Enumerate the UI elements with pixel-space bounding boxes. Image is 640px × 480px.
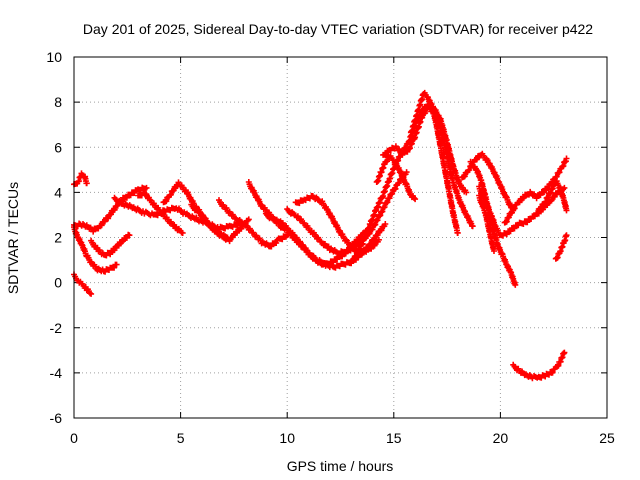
y-tick-label: 8: [54, 94, 62, 110]
series-arc-22: [476, 192, 497, 254]
x-tick-label: 15: [386, 430, 402, 446]
data-point-markers: [552, 232, 570, 262]
y-tick-label: 2: [54, 230, 62, 246]
plot-frame: [73, 56, 608, 419]
data-point-markers: [476, 183, 568, 239]
data-point-markers: [135, 189, 186, 236]
series-arc-19: [459, 150, 517, 214]
series-arc-23: [501, 155, 570, 226]
x-tick-label: 20: [493, 430, 509, 446]
chart-title: Day 201 of 2025, Sidereal Day-to-day VTE…: [83, 21, 593, 37]
data-point-markers: [476, 192, 497, 254]
data-point-markers: [407, 89, 461, 236]
y-tick-label: 4: [54, 184, 62, 200]
y-tick-label: 6: [54, 139, 62, 155]
y-tick-label: -6: [50, 410, 63, 426]
data-point-markers: [216, 197, 291, 250]
x-tick-label: 5: [177, 430, 185, 446]
x-axis-label: GPS time / hours: [287, 458, 394, 474]
series-arc-5: [88, 231, 133, 259]
series-arc-25: [552, 232, 570, 262]
series-arc-24: [535, 178, 570, 214]
series-arc-7: [135, 189, 186, 236]
x-tick-label: 10: [279, 430, 295, 446]
y-tick-label: -4: [50, 365, 63, 381]
data-point-markers: [510, 349, 568, 382]
y-tick-label: 10: [46, 49, 62, 65]
data-point-markers: [501, 155, 570, 226]
x-tick-label: 25: [599, 430, 615, 446]
series-arc-21: [476, 183, 568, 239]
data-point-markers: [535, 178, 570, 214]
series-arc-18: [407, 89, 461, 236]
series-arc-26: [510, 349, 568, 382]
data-point-markers: [459, 150, 517, 214]
x-tick-label: 0: [70, 430, 78, 446]
x-tick-labels: 0 5 10 15 20 25: [70, 430, 615, 446]
y-tick-label: -2: [50, 320, 63, 336]
data-point-markers: [88, 231, 133, 259]
data-marks: [71, 89, 570, 382]
series-arc-16: [373, 153, 419, 203]
y-axis-label: SDTVAR / TECUs: [5, 182, 21, 294]
y-tick-label: 0: [54, 275, 62, 291]
series-arc-10: [216, 197, 291, 250]
data-point-markers: [373, 153, 419, 203]
y-tick-labels: -6 -4 -2 0 2 4 6 8 10: [46, 49, 62, 426]
